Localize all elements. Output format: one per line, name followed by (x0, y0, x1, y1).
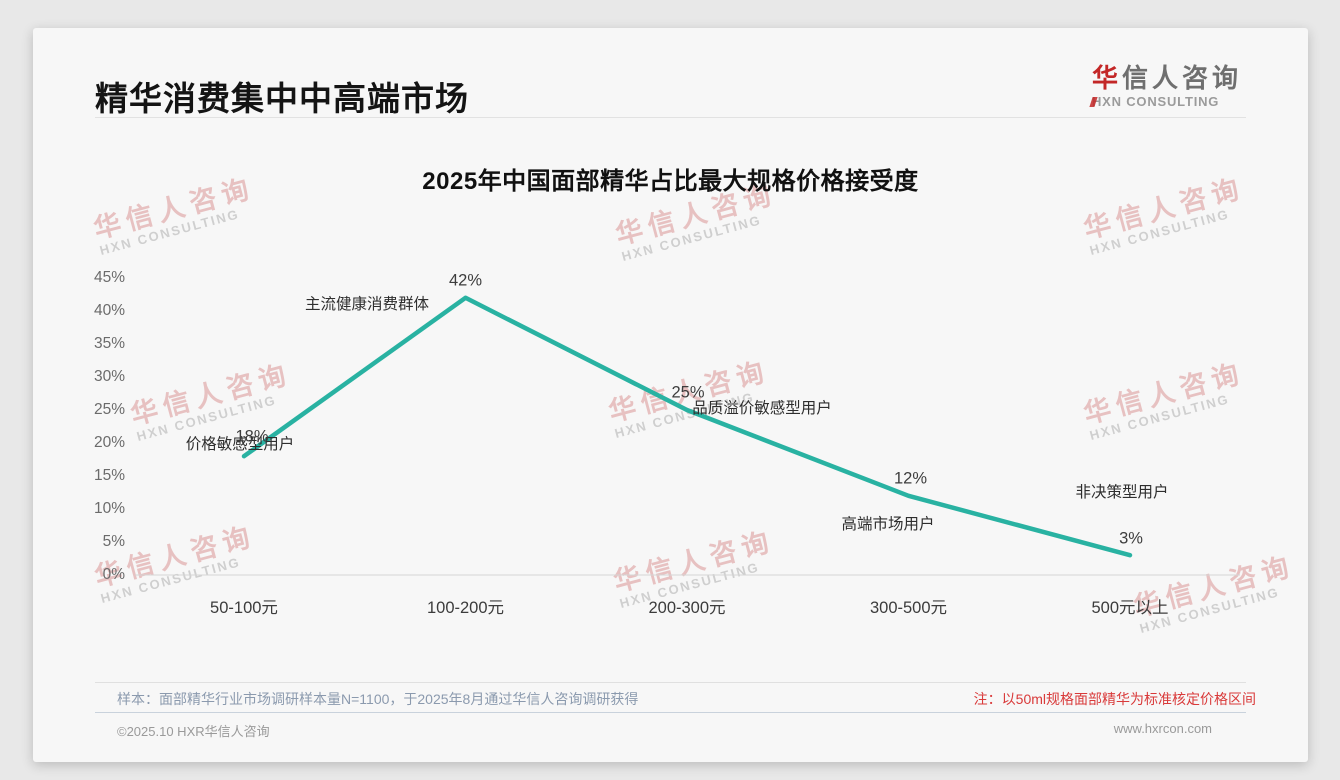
x-axis-tick: 200-300元 (648, 599, 726, 617)
logo-en-label: HXN CONSULTING (1091, 94, 1220, 109)
logo-rest-chars: 信人咨询 (1121, 63, 1242, 93)
y-axis-tick: 20% (93, 434, 125, 451)
watermark-cn-text: 华信人咨询 (127, 358, 295, 431)
y-axis-tick: 0% (102, 566, 125, 583)
data-point-label: 18% (235, 427, 269, 446)
watermark-en-text: HXN CONSULTING (98, 206, 242, 258)
footnote-divider (95, 682, 1246, 683)
logo-accent-char: 华 (1091, 63, 1122, 93)
brand-watermark: 华信人咨询 HXN CONSULTING (126, 352, 299, 444)
brand-watermark: 华信人咨询 HXN CONSULTING (90, 514, 263, 606)
brand-watermark: 华信人咨询 HXN CONSULTING (1079, 351, 1252, 443)
watermark-cn-text: 华信人咨询 (610, 525, 778, 598)
annotation-label: 主流健康消费群体 (304, 296, 430, 313)
slide-card: 华信人咨询 HXN CONSULTING 华信人咨询 HXN CONSULTING 华信… (33, 28, 1308, 762)
annotation-label: 非决策型用户 (1075, 484, 1169, 501)
x-axis-tick: 500元以上 (1091, 599, 1169, 617)
footer-divider (95, 712, 1246, 713)
y-axis-tick: 25% (93, 401, 125, 418)
header-divider (95, 117, 1246, 118)
price-note: 注：以50ml规格面部精华为标准核定价格区间 (973, 691, 1256, 707)
y-axis-tick: 30% (93, 368, 125, 385)
annotation-label: 品质溢价敏感型用户 (692, 400, 832, 417)
x-axis-tick: 50-100元 (210, 599, 278, 617)
page-title: 精华消费集中中高端市场 (95, 80, 469, 117)
company-logo: 华信人咨询 HXN CONSULTING (1089, 58, 1242, 109)
y-axis-tick: 45% (93, 269, 125, 286)
x-axis-tick: 300-500元 (869, 599, 948, 617)
x-axis-tick: 100-200元 (426, 599, 505, 617)
watermark-en-text: HXN CONSULTING (620, 212, 764, 264)
y-axis-tick: 35% (93, 335, 125, 352)
watermark-en-text: HXN CONSULTING (1088, 391, 1232, 443)
data-line (241, 295, 1133, 558)
y-axis-tick: 15% (93, 467, 125, 484)
watermark-cn-text: 华信人咨询 (1080, 357, 1248, 430)
chart-title: 2025年中国面部精华占比最大规格价格接受度 (422, 168, 919, 195)
brand-watermark: 华信人咨询 HXN CONSULTING (1129, 544, 1302, 636)
data-point-label: 12% (893, 469, 928, 488)
watermark-en-text: HXN CONSULTING (1088, 206, 1232, 258)
logo-cn-text: 华信人咨询 (1092, 58, 1242, 95)
y-axis-tick: 10% (93, 500, 125, 517)
logo-en-text: HXN CONSULTING (1089, 94, 1242, 109)
website-text: www.hxrcon.com (1113, 721, 1212, 736)
y-axis-tick: 5% (102, 533, 125, 550)
y-axis-tick: 40% (93, 302, 125, 319)
data-point-label: 3% (1119, 529, 1143, 548)
copyright-text: ©2025.10 HXR华信人咨询 (117, 724, 270, 739)
data-point-label: 25% (671, 383, 705, 402)
sample-note: 样本：面部精华行业市场调研样本量N=1100，于2025年8月通过华信人咨询调研… (117, 691, 639, 707)
data-point-label: 42% (448, 271, 483, 290)
annotation-label: 高端市场用户 (841, 516, 935, 533)
